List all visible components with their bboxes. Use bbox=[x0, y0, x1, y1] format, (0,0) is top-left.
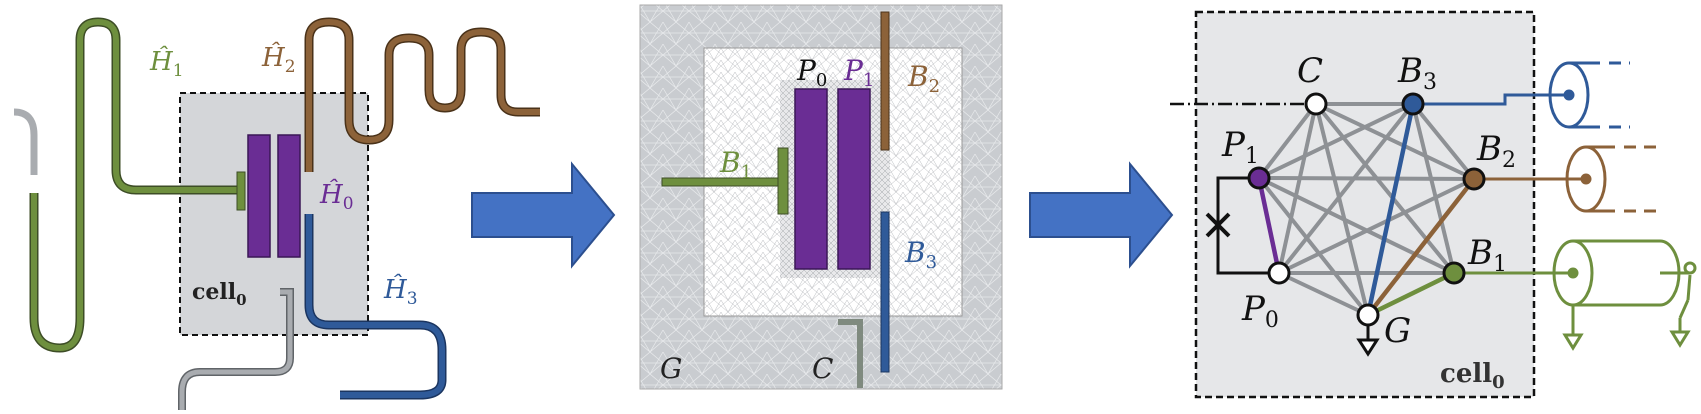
label-cell0: cell0 bbox=[192, 279, 247, 309]
graph-label-p0: P0 bbox=[1241, 289, 1279, 333]
edge-p1-p0 bbox=[1256, 177, 1282, 274]
pad-p1 bbox=[277, 134, 301, 258]
graph-label-g: G bbox=[1384, 311, 1411, 351]
arrow-right-2 bbox=[1029, 161, 1174, 269]
node-b1 bbox=[1442, 261, 1466, 285]
mesh-label-b1: B1 bbox=[719, 146, 752, 183]
mesh-label-g: G bbox=[660, 352, 682, 385]
mesh-label-p0: P0 bbox=[796, 54, 827, 91]
panel-layout: Ĥ1 Ĥ2 Ĥ0 Ĥ3 cell0 bbox=[13, 17, 540, 410]
edge-b1-g bbox=[1367, 270, 1455, 318]
gray-lead-top bbox=[13, 108, 38, 175]
graph-label-b1: B1 bbox=[1467, 233, 1507, 277]
graph-label-p1: P1 bbox=[1221, 125, 1259, 169]
mesh-b1-stub bbox=[661, 177, 783, 187]
node-c bbox=[1304, 92, 1328, 116]
brown-cylinder-icon bbox=[1565, 145, 1660, 213]
edge-b2-g bbox=[1366, 177, 1476, 317]
junction-cross-icon bbox=[1205, 212, 1231, 238]
panel-mesh: P0 P1 B2 B1 B3 G C bbox=[639, 4, 1003, 390]
mesh-pad-p0 bbox=[794, 88, 828, 270]
blue-cylinder-icon bbox=[1548, 61, 1630, 129]
edge-b3-g bbox=[1365, 103, 1416, 316]
green-cylinder-icon bbox=[1552, 239, 1697, 351]
arrow-right-1 bbox=[471, 161, 616, 269]
graph-label-c: C bbox=[1297, 51, 1323, 91]
node-b3 bbox=[1401, 92, 1425, 116]
graph-label-b3: B3 bbox=[1397, 51, 1437, 95]
node-p0 bbox=[1267, 261, 1291, 285]
panel-graph: C B3 P1 B2 B1 P0 G cell0 bbox=[1170, 10, 1585, 399]
pad-p0 bbox=[247, 134, 271, 258]
mesh-label-p1: P1 bbox=[843, 54, 874, 91]
mesh-b2-line bbox=[880, 11, 890, 151]
mesh-label-b2: B2 bbox=[907, 60, 940, 97]
node-p1 bbox=[1247, 166, 1271, 190]
green-coupler bbox=[236, 171, 246, 211]
graph-label-cell0: cell0 bbox=[1440, 359, 1505, 393]
graph-cell-box bbox=[1194, 10, 1536, 399]
label-h1: Ĥ1 bbox=[149, 45, 184, 81]
mesh-b3-line bbox=[880, 211, 890, 373]
mesh-label-c: C bbox=[812, 352, 833, 385]
b3-readout-line bbox=[1413, 93, 1568, 106]
cell-box bbox=[179, 92, 369, 336]
graph-label-b2: B2 bbox=[1476, 129, 1516, 173]
mesh-pad-p1 bbox=[837, 88, 871, 270]
readout-cylinders bbox=[1548, 61, 1697, 351]
label-h2: Ĥ2 bbox=[261, 41, 296, 77]
mesh-c-stub bbox=[838, 319, 863, 388]
node-b2 bbox=[1462, 167, 1486, 191]
label-h0: Ĥ0 bbox=[319, 178, 354, 214]
mesh-label-b3: B3 bbox=[904, 236, 937, 273]
graph-edges bbox=[1257, 102, 1476, 317]
mesh-b1-coupler bbox=[777, 147, 789, 215]
node-g bbox=[1356, 303, 1380, 327]
label-h3: Ĥ3 bbox=[383, 273, 418, 309]
